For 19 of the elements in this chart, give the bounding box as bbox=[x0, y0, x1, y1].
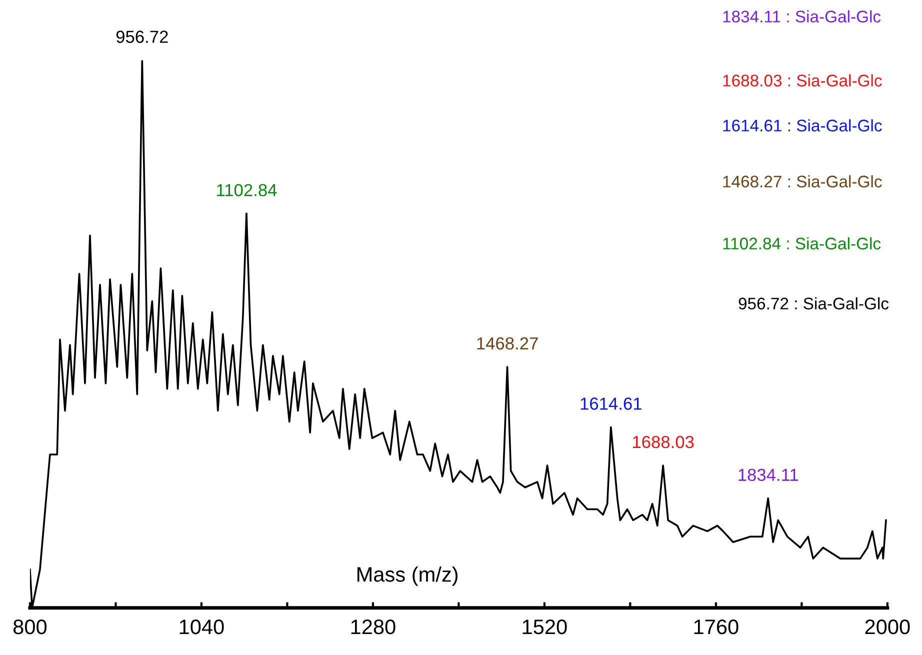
x-tick-label: 2000 bbox=[865, 620, 910, 634]
annotation: 1468.27 bbox=[477, 337, 538, 350]
annotation: 1834.11 bbox=[738, 468, 798, 482]
annotation: 956.72 bbox=[116, 30, 168, 43]
annotation: 956.72 : Sia-Gal-Glc bbox=[738, 297, 889, 310]
x-tick-label: 1280 bbox=[351, 620, 396, 634]
x-tick-label: 1040 bbox=[180, 620, 224, 634]
annotation: 1614.61 bbox=[580, 398, 642, 410]
x-tick-label: 1520 bbox=[522, 620, 567, 634]
x-tick-label: 800 bbox=[13, 620, 47, 634]
annotation: 1688.03 bbox=[633, 436, 694, 448]
x-axis-title: Mass (m/z) bbox=[358, 566, 458, 586]
annotation: 1468.27 : Sia-Gal-Glc bbox=[723, 175, 882, 188]
text: 1834.11 : Sia-Gal-Glc bbox=[723, 10, 881, 22]
x-tick-label: 1760 bbox=[694, 620, 738, 634]
annotation: 1614.61 : Sia-Gal-Glc bbox=[723, 119, 882, 132]
annotation: 1102.84 : Sia-Gal-Glc bbox=[723, 237, 881, 250]
annotation: 1688.03 : Sia-Gal-Glc bbox=[723, 74, 882, 86]
annotation: 1102.84 bbox=[217, 184, 277, 196]
